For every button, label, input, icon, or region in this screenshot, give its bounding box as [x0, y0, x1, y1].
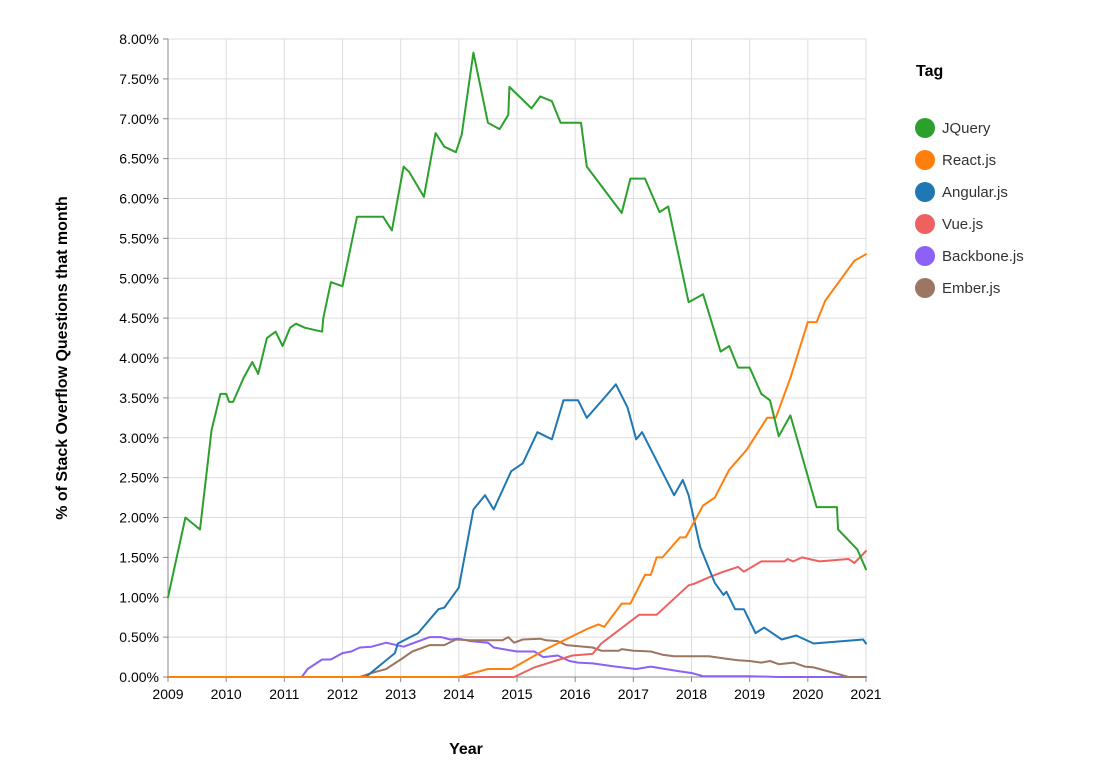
legend-label: Angular.js: [942, 184, 1008, 201]
legend-label: React.js: [942, 152, 996, 169]
series-line-jquery: [167, 51, 867, 599]
series-line-ember-js: [167, 636, 867, 678]
legend-label: Backbone.js: [942, 248, 1024, 265]
y-tick-label: 7.00%: [119, 111, 159, 127]
y-tick-label: 4.00%: [119, 350, 159, 366]
legend-item: Backbone.js: [915, 246, 1024, 266]
series-line-vue-js: [167, 550, 867, 678]
x-tick-label: 2012: [327, 686, 358, 702]
y-axis-ticks: 0.00% 0.50% 1.00% 1.50% 2.00% 2.50% 3.00% 3.50%…: [119, 31, 168, 685]
x-axis-ticks: 2009 2010 2011 2012 2013 2014 2015 2016 2017 2018…: [152, 677, 882, 702]
y-tick-label: 2.00%: [119, 510, 159, 526]
y-tick-label: 2.50%: [119, 470, 159, 486]
legend-swatch: [915, 118, 935, 138]
series-line-react-js: [167, 253, 867, 678]
series-line-angular-js: [167, 383, 867, 678]
legend-item: JQuery: [915, 118, 991, 138]
legend-label: JQuery: [942, 120, 991, 137]
x-tick-label: 2009: [152, 686, 183, 702]
legend-swatch: [915, 182, 935, 202]
x-tick-label: 2010: [211, 686, 242, 702]
y-tick-label: 4.50%: [119, 310, 159, 326]
x-tick-label: 2016: [560, 686, 591, 702]
legend: Tag JQuery React.js Angular.js Vue.js Backbo…: [915, 63, 1024, 298]
y-tick-label: 7.50%: [119, 71, 159, 87]
legend-swatch: [915, 246, 935, 266]
legend-swatch: [915, 278, 935, 298]
legend-swatch: [915, 150, 935, 170]
legend-label: Vue.js: [942, 216, 983, 233]
y-tick-label: 0.00%: [119, 669, 159, 685]
legend-item: Ember.js: [915, 278, 1000, 298]
series-line-backbone-js: [167, 636, 867, 678]
grid: [167, 38, 867, 678]
x-tick-label: 2017: [618, 686, 649, 702]
y-tick-label: 3.00%: [119, 430, 159, 446]
y-tick-label: 6.50%: [119, 151, 159, 167]
x-tick-label: 2014: [443, 686, 474, 702]
y-tick-label: 5.50%: [119, 230, 159, 246]
x-axis-title: Year: [449, 741, 483, 758]
x-tick-label: 2013: [385, 686, 416, 702]
y-tick-label: 1.50%: [119, 549, 159, 565]
legend-item: React.js: [915, 150, 996, 170]
y-tick-label: 1.00%: [119, 589, 159, 605]
y-tick-label: 0.50%: [119, 629, 159, 645]
x-tick-label: 2018: [676, 686, 707, 702]
legend-title: Tag: [916, 63, 943, 80]
x-tick-label: 2020: [792, 686, 823, 702]
x-tick-label: 2015: [501, 686, 532, 702]
y-tick-label: 8.00%: [119, 31, 159, 47]
x-tick-label: 2019: [734, 686, 765, 702]
y-tick-label: 5.00%: [119, 270, 159, 286]
x-tick-label: 2011: [269, 686, 299, 702]
y-tick-label: 3.50%: [119, 390, 159, 406]
x-tick-label: 2021: [850, 686, 881, 702]
y-tick-label: 6.00%: [119, 191, 159, 207]
legend-item: Vue.js: [915, 214, 983, 234]
y-axis-title: % of Stack Overflow Questions that month: [54, 196, 71, 520]
legend-item: Angular.js: [915, 182, 1008, 202]
legend-swatch: [915, 214, 935, 234]
legend-label: Ember.js: [942, 280, 1000, 297]
series-lines: [167, 51, 867, 678]
